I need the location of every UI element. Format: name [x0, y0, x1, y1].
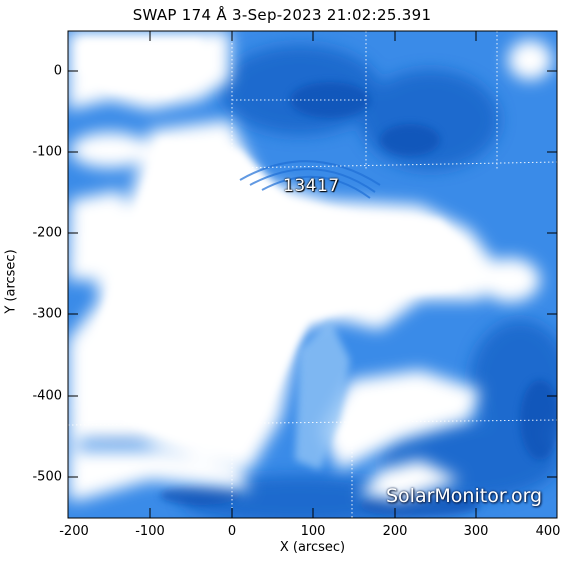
x-tick-label: 0 [227, 524, 237, 539]
figure-title: SWAP 174 Å 3-Sep-2023 21:02:25.391 [132, 6, 432, 24]
y-tick-label: -400 [32, 388, 62, 404]
euv-image [68, 31, 557, 518]
y-tick-label: -100 [32, 144, 62, 160]
y-tick-label: 0 [53, 63, 62, 79]
x-tick-label: 200 [382, 524, 408, 539]
x-axis-label: X (arcsec) [279, 540, 346, 555]
y-tick-label: -300 [32, 306, 62, 322]
y-axis-label: Y (arcsec) [3, 249, 19, 314]
coordinate-grid [68, 31, 557, 518]
x-tick-label: -200 [59, 524, 89, 539]
active-region-label: 13417 [283, 176, 340, 196]
x-tick-label: -100 [135, 524, 165, 539]
y-tick-label: -200 [32, 225, 62, 241]
y-tick-label: -500 [32, 469, 62, 485]
solarmonitor-watermark: SolarMonitor.org [386, 485, 543, 507]
x-tick-label: 100 [300, 524, 326, 539]
x-tick-label: 400 [535, 524, 561, 539]
x-tick-label: 300 [463, 524, 489, 539]
axis-ticks [67, 31, 558, 518]
